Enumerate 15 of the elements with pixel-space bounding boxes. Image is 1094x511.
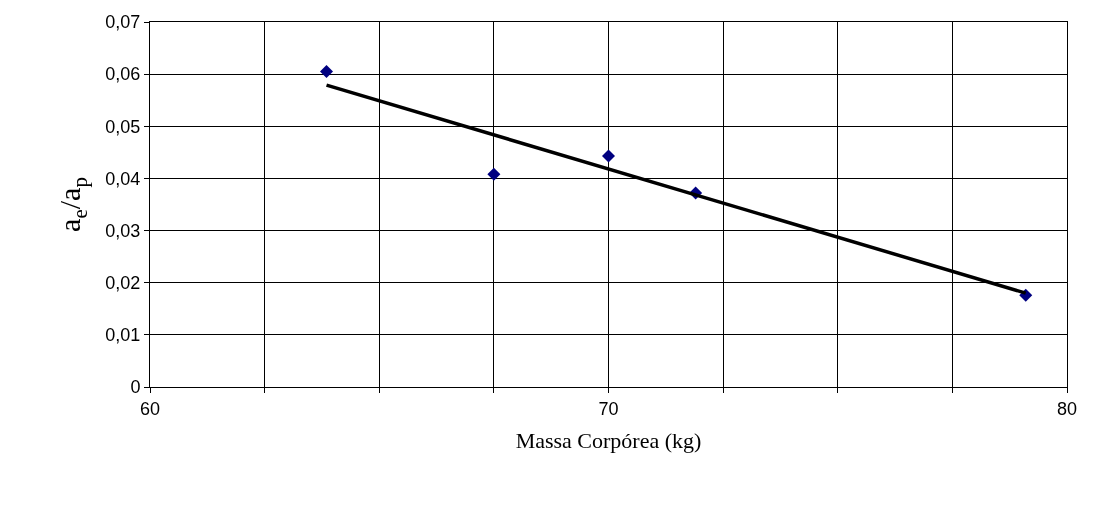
x-tick-label: 70 — [598, 398, 619, 419]
point — [602, 149, 615, 163]
x-tick-label: 80 — [1056, 398, 1078, 419]
y-tick-label: 0,01 — [105, 325, 141, 346]
x-axis-title: Massa Corpórea (kg) — [515, 428, 702, 454]
y-tick-label: 0,07 — [105, 12, 141, 33]
y-tick-label: 0,02 — [105, 273, 141, 294]
point — [320, 65, 334, 79]
point — [487, 167, 501, 181]
y-tick-label: 0,03 — [105, 220, 141, 241]
y-tick-label: 0,04 — [105, 168, 141, 189]
x-tick-label: 60 — [139, 398, 161, 419]
y-tick-label: 0,06 — [105, 64, 141, 85]
y-tick-label: 0 — [130, 377, 141, 398]
y-tick-label: 0,05 — [105, 116, 141, 137]
